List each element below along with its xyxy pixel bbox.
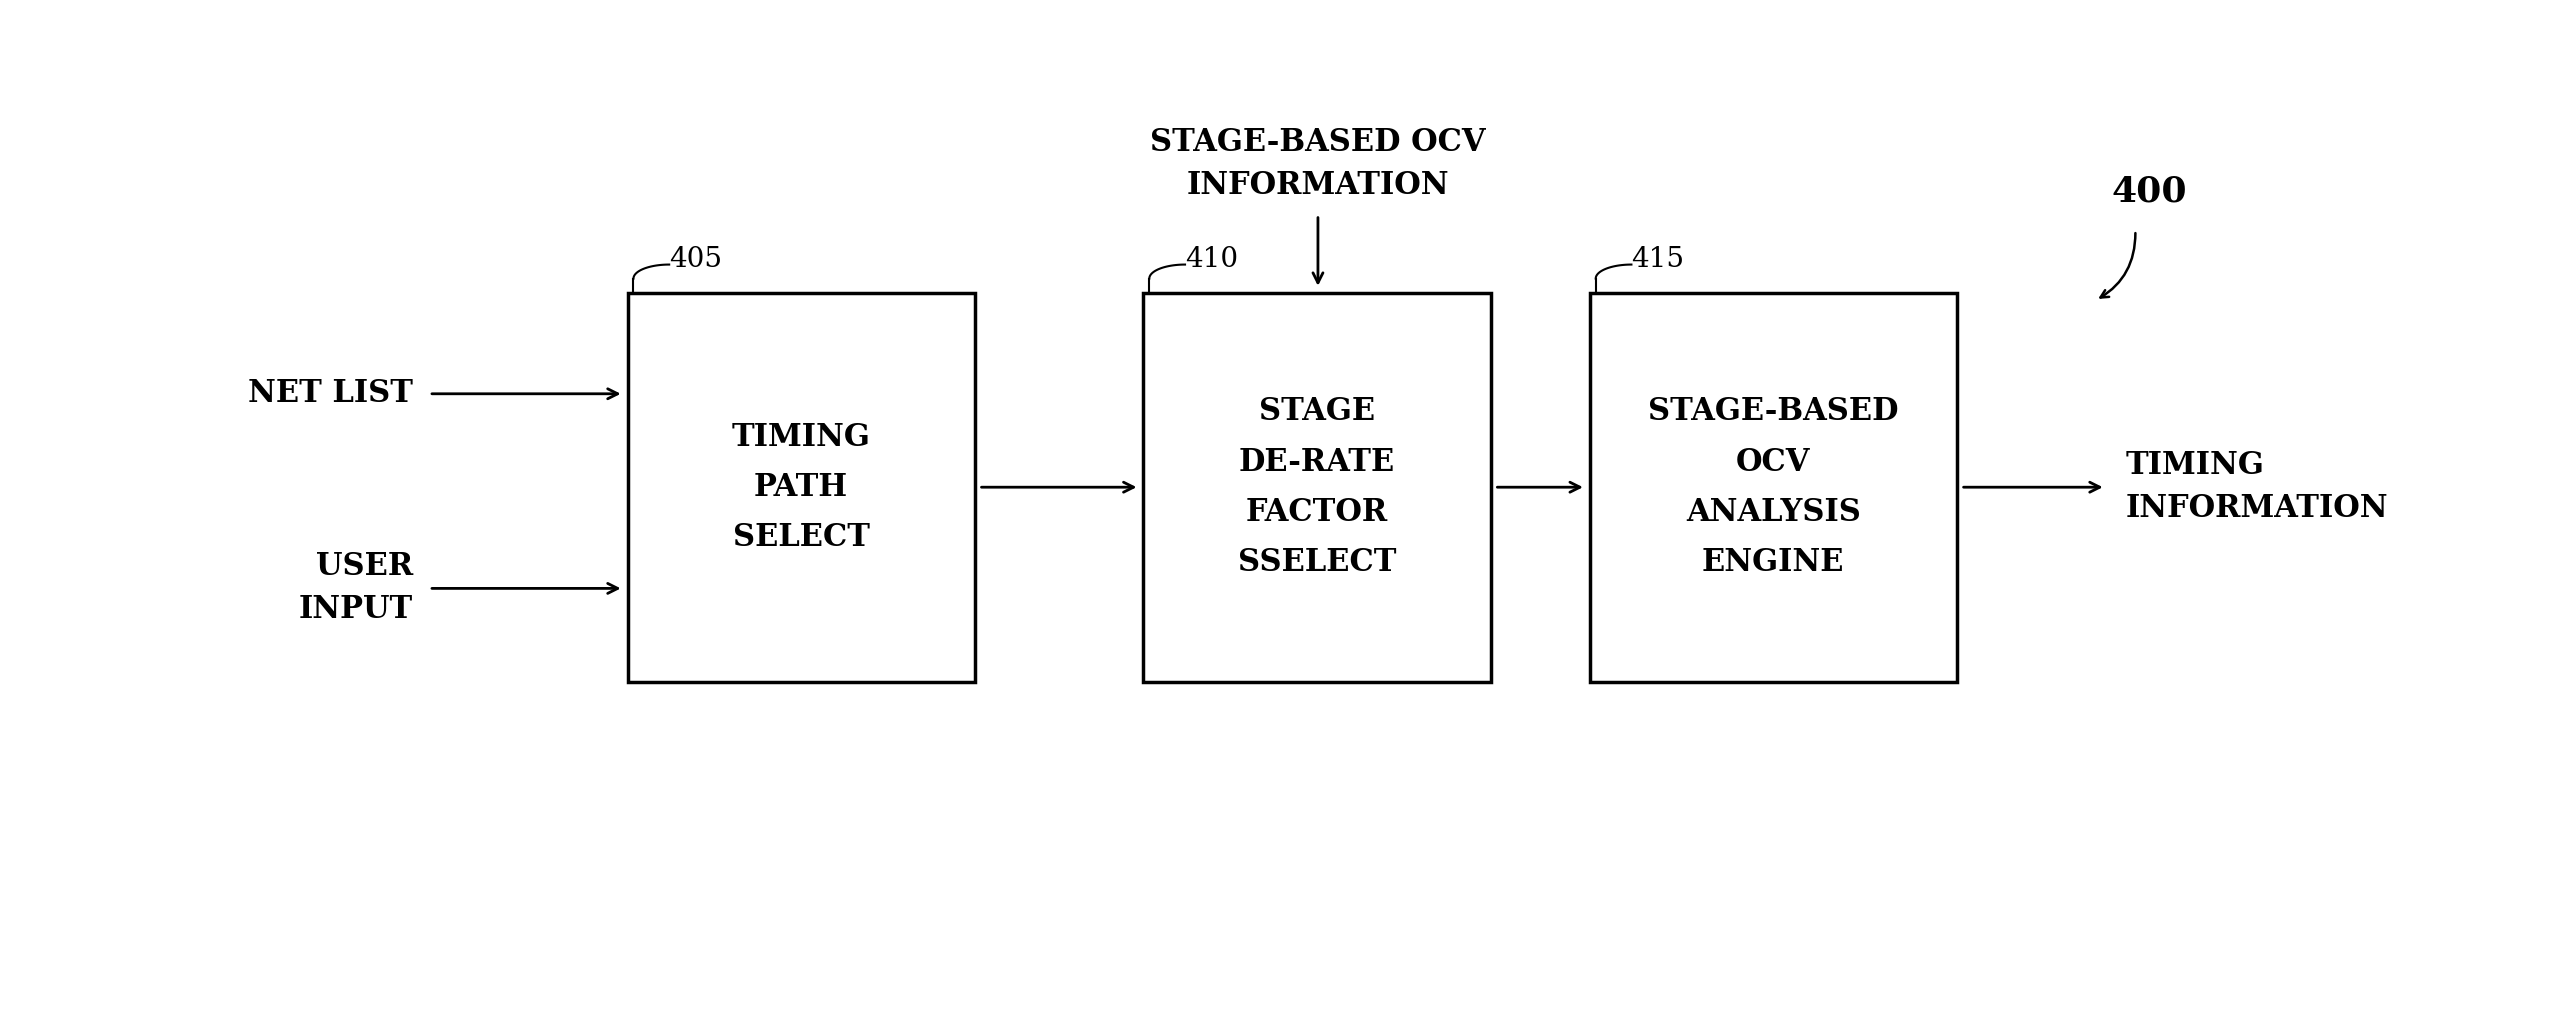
- Bar: [627, 292, 975, 681]
- Text: 410: 410: [1185, 246, 1239, 273]
- Text: TIMING
PATH
SELECT: TIMING PATH SELECT: [732, 422, 870, 553]
- Text: 400: 400: [2112, 174, 2186, 208]
- Text: 405: 405: [668, 246, 722, 273]
- Text: USER
INPUT: USER INPUT: [300, 551, 412, 626]
- Text: STAGE
DE-RATE
FACTOR
SSELECT: STAGE DE-RATE FACTOR SSELECT: [1236, 396, 1395, 578]
- Bar: [1144, 292, 1490, 681]
- Text: NET LIST: NET LIST: [248, 378, 412, 409]
- Text: STAGE-BASED OCV
INFORMATION: STAGE-BASED OCV INFORMATION: [1149, 126, 1485, 201]
- Text: TIMING
INFORMATION: TIMING INFORMATION: [2125, 450, 2388, 524]
- Bar: [1590, 292, 1956, 681]
- Text: STAGE-BASED
OCV
ANALYSIS
ENGINE: STAGE-BASED OCV ANALYSIS ENGINE: [1649, 396, 1900, 578]
- Text: 415: 415: [1631, 246, 1684, 273]
